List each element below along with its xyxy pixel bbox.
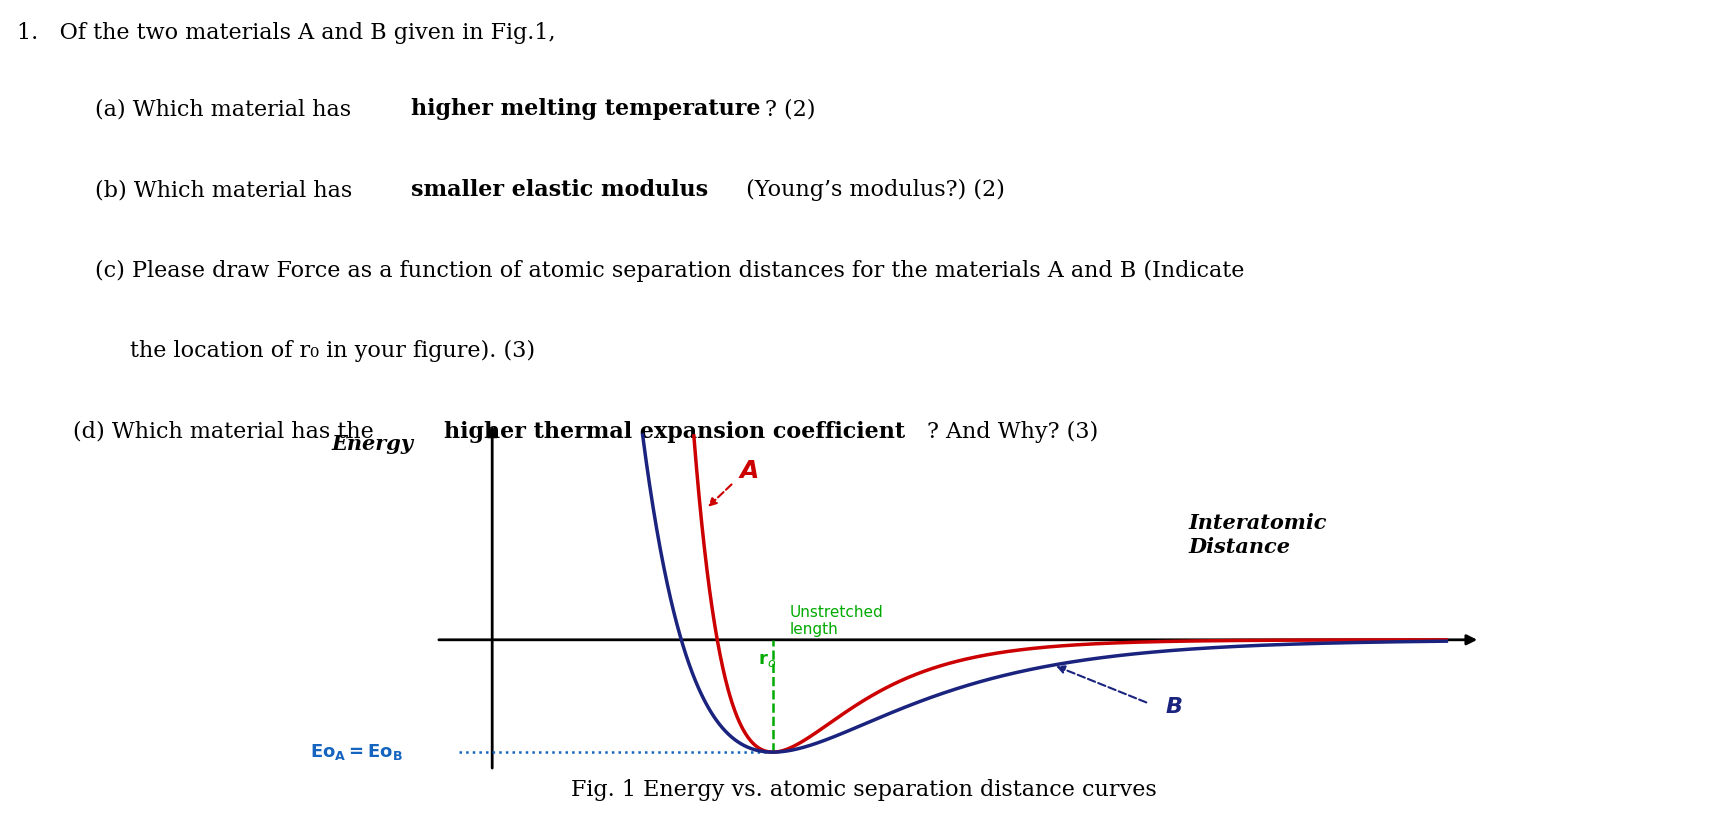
Text: A: A (739, 459, 758, 484)
Text: Interatomic
Distance: Interatomic Distance (1188, 514, 1326, 557)
Text: smaller elastic modulus: smaller elastic modulus (411, 179, 708, 201)
Text: Unstretched
length: Unstretched length (789, 605, 884, 637)
Text: (Young’s modulus?) (2): (Young’s modulus?) (2) (739, 179, 1005, 201)
Text: ? (2): ? (2) (765, 98, 815, 120)
Text: higher melting temperature: higher melting temperature (411, 98, 760, 120)
Text: higher thermal expansion coefficient: higher thermal expansion coefficient (444, 421, 905, 443)
Text: Fig. 1 Energy vs. atomic separation distance curves: Fig. 1 Energy vs. atomic separation dist… (570, 778, 1157, 801)
Text: (a) Which material has: (a) Which material has (95, 98, 357, 120)
Text: $\mathbf{Eo_A=Eo_B}$: $\mathbf{Eo_A=Eo_B}$ (309, 742, 402, 762)
Text: r$_o$: r$_o$ (758, 651, 777, 669)
Text: the location of r₀ in your figure). (3): the location of r₀ in your figure). (3) (130, 340, 535, 362)
Text: (b) Which material has: (b) Which material has (95, 179, 359, 201)
Text: (c) Please draw Force as a function of atomic separation distances for the mater: (c) Please draw Force as a function of a… (95, 260, 1245, 282)
Text: Energy: Energy (332, 434, 413, 454)
Text: (d) Which material has the: (d) Which material has the (73, 421, 380, 443)
Text: ? And Why? (3): ? And Why? (3) (927, 421, 1098, 443)
Text: B: B (1166, 698, 1183, 717)
Text: 1.   Of the two materials A and B given in Fig.1,: 1. Of the two materials A and B given in… (17, 22, 556, 45)
